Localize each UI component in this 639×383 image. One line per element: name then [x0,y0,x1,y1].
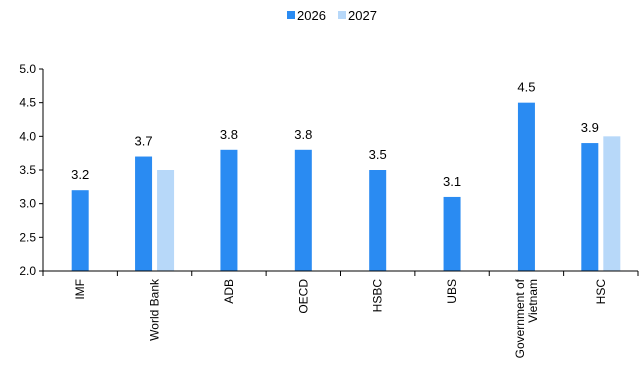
chart-legend: 2026 2027 [287,8,377,23]
data-label: 3.2 [71,167,89,182]
legend-label-2027: 2027 [348,8,377,23]
y-tick-label: 2.0 [19,264,36,278]
y-tick-label: 2.5 [19,230,36,244]
x-tick-label: HSBC [371,279,385,313]
bars-group [71,102,621,272]
bar-2026 [71,190,89,271]
bar-2026 [443,196,461,271]
x-tick-label: UBS [445,279,459,304]
data-labels-group: 3.2 3.7 3.8 3.8 3.5 3.1 4.5 3.9 [71,80,599,189]
x-tick-label: HSC [594,279,608,305]
y-tick-label: 3.5 [19,163,36,177]
y-tick-label: 5.0 [19,62,36,76]
x-tick-label: OECD [296,279,310,314]
legend-swatch-2027 [338,11,346,19]
data-label: 3.8 [294,127,312,142]
y-tick-label: 3.0 [19,197,36,211]
bar-2026 [581,143,599,271]
data-label: 3.1 [443,174,461,189]
data-label: 4.5 [517,80,535,95]
x-tick-label: Government of [513,278,527,358]
x-tick-label: World Bank [148,278,162,341]
data-label: 3.8 [220,127,238,142]
bar-2026 [135,156,153,271]
bar-2026 [294,149,312,271]
x-tick-label: IMF [73,279,87,300]
legend-swatch-2026 [287,11,295,19]
x-tick-label: Vietnam [526,279,540,323]
data-label: 3.9 [581,120,599,135]
y-tick-label: 4.5 [19,96,36,110]
bar-2027 [603,136,621,271]
data-label: 3.5 [369,147,387,162]
bar-2026 [369,170,387,271]
x-tick-label: ADB [222,279,236,304]
bar-2027 [157,170,175,271]
bar-2026 [220,149,238,271]
data-label: 3.7 [135,134,153,149]
axes-group: 2.0 2.5 3.0 3.5 4.0 4.5 5.0 IMF World Bank ADB OEC… [19,62,639,358]
legend-label-2026: 2026 [297,8,326,23]
bar-2026 [517,102,535,272]
y-tick-label: 4.0 [19,129,36,143]
